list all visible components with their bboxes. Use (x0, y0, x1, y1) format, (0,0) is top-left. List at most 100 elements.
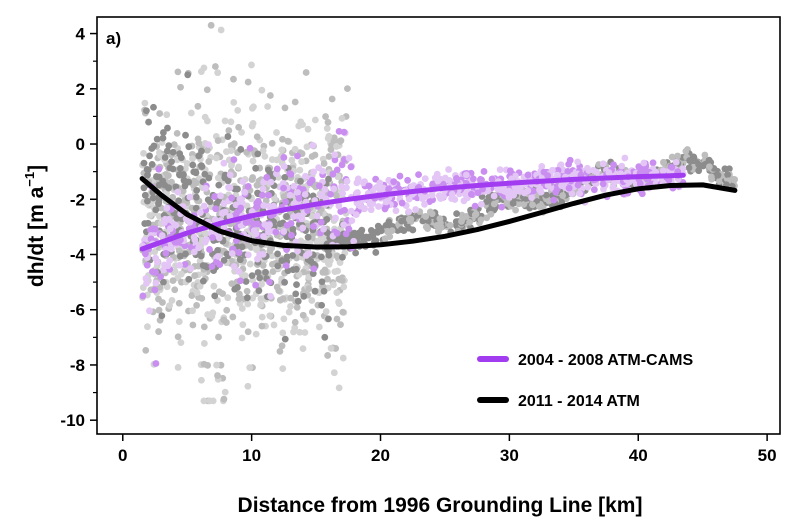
scatter-point (249, 157, 257, 165)
scatter-point (143, 261, 151, 269)
scatter-point (252, 164, 260, 172)
scatter-point (304, 207, 312, 214)
scatter-point (725, 165, 733, 173)
scatter-point (219, 209, 227, 217)
scatter-point (421, 200, 428, 208)
scatter-point (200, 397, 208, 405)
scatter-point (300, 292, 308, 300)
scatter-point (308, 297, 316, 304)
scatter-point (668, 153, 676, 161)
scatter-point (220, 159, 228, 167)
scatter-point (610, 161, 617, 169)
scatter-point (230, 98, 238, 106)
scatter-point (553, 171, 561, 179)
scatter-point (552, 188, 560, 196)
scatter-point (390, 178, 398, 186)
scatter-point (585, 167, 593, 174)
scatter-point (235, 268, 243, 275)
scatter-point (299, 311, 307, 319)
scatter-point (175, 318, 183, 326)
scatter-point (289, 225, 297, 233)
scatter-point (388, 227, 396, 235)
scatter-point (221, 388, 229, 396)
scatter-point (290, 182, 298, 190)
scatter-point (640, 159, 648, 167)
scatter-point (259, 147, 267, 155)
scatter-point (433, 170, 441, 178)
scatter-point (324, 134, 332, 142)
fit-lines-layer (139, 172, 738, 252)
scatter-point (301, 172, 309, 180)
scatter-point (386, 221, 394, 229)
scatter-point (528, 194, 536, 202)
scatter-point (255, 287, 263, 295)
scatter-layer (139, 21, 739, 405)
scatter-point (350, 237, 358, 245)
scatter-point (238, 305, 246, 312)
scatter-point (376, 179, 384, 187)
scatter-point (714, 171, 722, 179)
scatter-point (196, 282, 204, 290)
y-axis: -10 -8 -6 -4 -2 0 2 4 (60, 25, 97, 430)
scatter-point (309, 308, 316, 316)
scatter-point (283, 221, 291, 229)
scatter-point (258, 280, 265, 288)
scatter-point (274, 250, 281, 258)
scatter-point (295, 271, 303, 278)
scatter-point (181, 242, 189, 250)
scatter-point (338, 183, 345, 190)
scatter-point (267, 244, 274, 252)
scatter-point (398, 226, 405, 233)
scatter-point (181, 260, 189, 268)
scatter-point (324, 352, 332, 359)
scatter-point (309, 142, 317, 149)
scatter-point (284, 267, 292, 275)
scatter-point (273, 165, 281, 173)
scatter-point (313, 212, 321, 220)
scatter-point (264, 103, 272, 110)
x-tick-label: 30 (500, 446, 519, 465)
scatter-point (321, 185, 329, 193)
scatter-point (365, 182, 373, 190)
scatter-point (291, 98, 299, 106)
scatter-point (235, 123, 243, 131)
scatter-point (315, 164, 323, 172)
scatter-point (282, 262, 290, 270)
scatter-point (494, 185, 502, 193)
scatter-point (206, 246, 213, 253)
scatter-point (304, 125, 312, 133)
scatter-point (448, 190, 456, 198)
scatter-point (176, 261, 184, 269)
scatter-point (550, 196, 558, 204)
scatter-point (334, 173, 342, 181)
scatter-point (175, 197, 182, 205)
scatter-point (161, 215, 169, 223)
scatter-point (420, 194, 427, 201)
scatter-point (542, 191, 550, 199)
scatter-point (520, 200, 528, 208)
scatter-point (182, 250, 189, 258)
scatter-point (310, 265, 318, 273)
x-axis-title: Distance from 1996 Grounding Line [km] (238, 494, 643, 517)
scatter-point (144, 197, 151, 205)
scatter-point (659, 167, 667, 175)
scatter-point (283, 213, 291, 220)
scatter-point (538, 162, 546, 170)
scatter-point (294, 247, 301, 255)
scatter-point (268, 260, 276, 268)
scatter-point (317, 253, 325, 261)
scatter-point (317, 218, 325, 226)
scatter-point (189, 307, 196, 315)
scatter-point (214, 372, 221, 379)
scatter-point (238, 243, 246, 251)
scatter-point (242, 278, 250, 285)
scatter-point (412, 206, 420, 213)
y-tick-label: -6 (70, 301, 85, 320)
legend: 2004 - 2008 ATM-CAMS 2011 - 2014 ATM (477, 352, 693, 410)
scatter-point (324, 118, 332, 126)
scatter-point (490, 192, 498, 200)
scatter-point (185, 143, 193, 151)
scatter-point (176, 171, 184, 179)
scatter-point (219, 290, 227, 298)
scatter-point (672, 158, 680, 166)
